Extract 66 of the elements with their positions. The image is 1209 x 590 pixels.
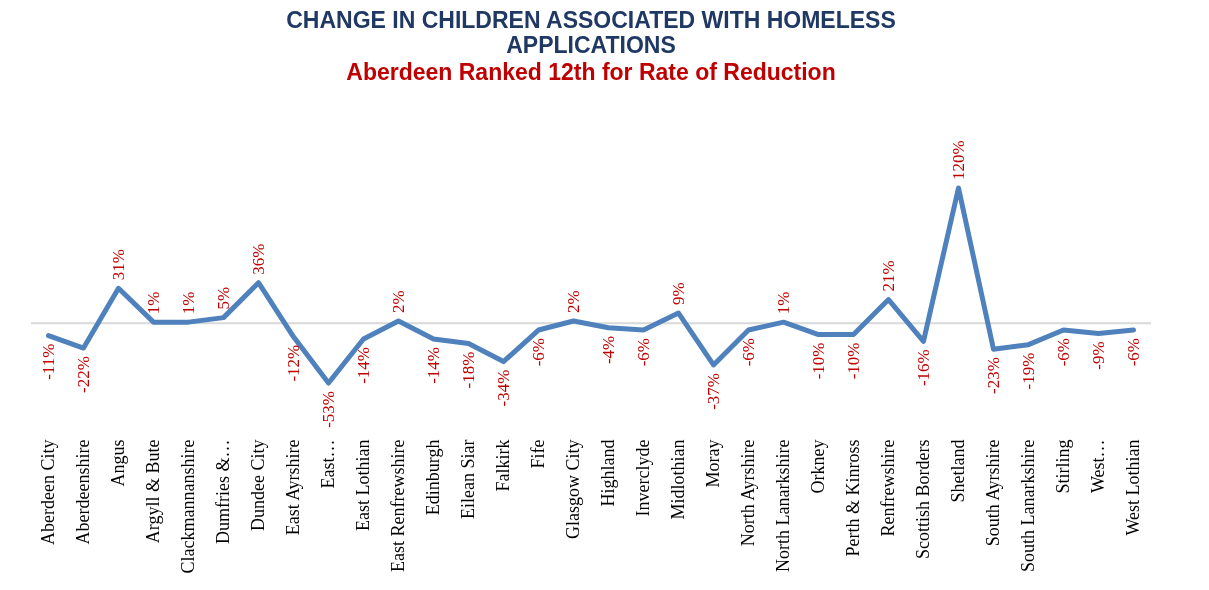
data-label: -6% xyxy=(1053,338,1073,367)
x-tick-label: Renfrewshire xyxy=(878,439,898,537)
data-label: 21% xyxy=(878,260,898,292)
data-label: -12% xyxy=(283,344,303,382)
x-tick-label: East Lothian xyxy=(353,439,373,531)
data-label: -53% xyxy=(318,391,338,428)
data-label: 120% xyxy=(948,140,968,180)
x-tick-label: Falkirk xyxy=(493,439,513,492)
x-tick-label: Clackmannanshire xyxy=(178,439,198,574)
x-tick-label: Shetland xyxy=(948,439,968,503)
data-label: 9% xyxy=(668,282,688,306)
x-tick-label: Perth & Kinross xyxy=(843,439,863,557)
chart-subtitle: Aberdeen Ranked 12th for Rate of Reduction xyxy=(346,59,836,86)
data-label: -14% xyxy=(423,347,443,384)
data-label: -6% xyxy=(1123,338,1143,367)
x-tick-label: Edinburgh xyxy=(423,439,443,516)
data-label: -10% xyxy=(843,342,863,380)
data-label: 1% xyxy=(773,291,793,315)
data-label: -10% xyxy=(808,342,828,380)
data-label: -9% xyxy=(1088,341,1108,370)
data-label: 31% xyxy=(108,249,128,281)
data-label: -14% xyxy=(353,347,373,384)
x-tick-label: North Lanarkshire xyxy=(773,439,793,572)
data-label: -22% xyxy=(73,356,93,393)
x-tick-label: Eilean Siar xyxy=(458,439,478,519)
data-label: -18% xyxy=(458,351,478,389)
data-label: -6% xyxy=(633,338,653,367)
x-tick-label: Dumfries &… xyxy=(213,439,233,544)
data-label: -23% xyxy=(983,357,1003,395)
x-tick-label: Moray xyxy=(703,439,723,488)
data-label: 1% xyxy=(178,291,198,315)
x-tick-label: Dundee City xyxy=(248,439,268,531)
data-label: -6% xyxy=(738,338,758,367)
data-label: -16% xyxy=(913,349,933,387)
x-tick-label: East Ayrshire xyxy=(283,439,303,536)
data-label: -6% xyxy=(528,338,548,367)
x-tick-label: Midlothian xyxy=(668,439,688,520)
data-label: 2% xyxy=(388,290,408,314)
x-tick-label: Glasgow City xyxy=(563,439,583,540)
x-tick-label: West Lothian xyxy=(1123,439,1143,536)
data-label: -11% xyxy=(38,343,58,380)
x-tick-label: Argyll & Bute xyxy=(143,439,163,544)
x-tick-label: Angus xyxy=(108,439,128,487)
x-tick-label: South Ayrshire xyxy=(983,439,1003,547)
data-label: 2% xyxy=(563,290,583,314)
x-tick-label: Scottish Borders xyxy=(913,439,933,559)
data-label: 1% xyxy=(143,291,163,315)
x-tick-label: East Renfrewshire xyxy=(388,439,408,572)
x-tick-label: Inverclyde xyxy=(633,439,653,517)
x-tick-label: Highland xyxy=(598,439,618,507)
data-label: -19% xyxy=(1018,352,1038,390)
chart-title: CHANGE IN CHILDREN ASSOCIATED WITH HOMELESS APPLICATIONS xyxy=(286,7,896,59)
x-tick-label: West… xyxy=(1088,439,1108,494)
x-tick-label: Stirling xyxy=(1053,439,1073,494)
x-tick-label: Fife xyxy=(528,439,548,469)
x-tick-label: Aberdeenshire xyxy=(73,439,93,545)
data-label: 36% xyxy=(248,243,268,275)
data-label: -4% xyxy=(598,335,618,365)
data-label: -37% xyxy=(703,372,723,410)
x-tick-label: South Lanarkshire xyxy=(1018,439,1038,572)
data-label: -34% xyxy=(493,369,513,407)
x-tick-label: East… xyxy=(318,439,338,489)
data-label: 5% xyxy=(213,286,233,310)
x-tick-label: Orkney xyxy=(808,439,828,494)
x-tick-label: North Ayrshire xyxy=(738,439,758,547)
x-tick-label: Aberdeen City xyxy=(38,439,58,545)
